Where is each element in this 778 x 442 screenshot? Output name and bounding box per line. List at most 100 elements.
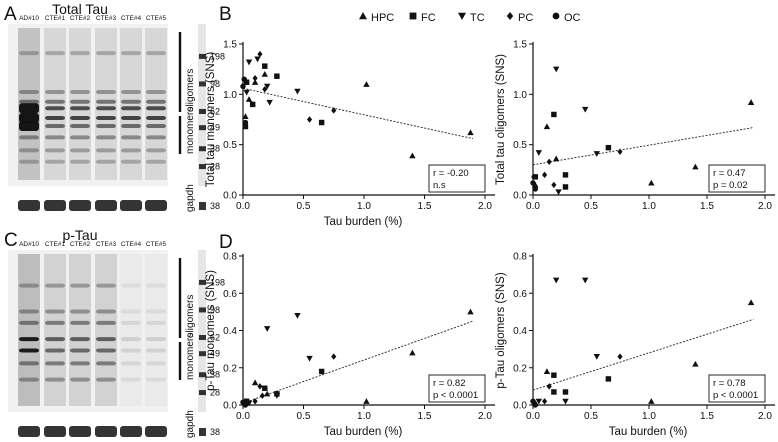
stats-p: p < 0.0001 (433, 390, 478, 401)
trend-line (242, 87, 473, 140)
data-point-square (551, 111, 557, 118)
data-point-triangle-up (543, 368, 551, 375)
panel-c-letter: C (4, 230, 18, 251)
lane-ad10 (18, 254, 40, 437)
data-point-diamond (617, 353, 623, 360)
panel-c-title: p-Tau (62, 227, 97, 243)
marker-label: 28 (210, 162, 220, 172)
y-axis-label: Total tau oligomers (SNS) (495, 54, 507, 185)
x-tick-label: 0.5 (297, 201, 311, 212)
y-tick-label: 1.5 (513, 40, 527, 51)
y-tick-label: 0.5 (223, 140, 237, 151)
data-point-square (551, 389, 557, 395)
x-tick-label: 1.0 (642, 411, 656, 422)
legend-marker-hpc (359, 12, 367, 20)
legend-label-hpc: HPC (371, 12, 394, 24)
marker-label: 49 (210, 349, 220, 359)
gapdh-band (145, 426, 167, 437)
data-point-triangle-up (692, 163, 699, 170)
data-point-triangle-down (593, 354, 600, 360)
y-tick-label: 0.6 (223, 289, 237, 300)
x-tick-label: 0.5 (584, 201, 598, 212)
x-tick-label: 0.5 (584, 411, 598, 422)
y-axis-label: Total tau monomers (SNS) (205, 52, 217, 188)
ladder-band (199, 279, 206, 285)
data-point-circle (240, 399, 246, 405)
marker-label: 98 (210, 79, 220, 89)
data-point-circle (532, 186, 539, 192)
stats-r: r = 0.47 (713, 168, 745, 179)
ladder-band (199, 81, 206, 87)
chart-p-tau-monomers: 0.0 0.5 1.0 1.5 2.0 0.0 0.2 0.4 0.6 0.8 Tau burden… (205, 252, 495, 438)
x-tick-label: 0.0 (236, 201, 250, 212)
y-tick-label: 0.4 (223, 326, 237, 337)
x-tick-label: 1.0 (357, 201, 371, 212)
panel-d-letter: D (219, 232, 233, 253)
data-point-square (562, 389, 569, 395)
y-tick-label: 1.0 (223, 90, 237, 101)
x-tick-label: 1.0 (642, 201, 656, 212)
marker-label: 49 (210, 123, 220, 133)
gapdh-band (69, 200, 91, 211)
data-point-triangle-down (254, 56, 261, 63)
ladder-band (199, 164, 206, 170)
data-point-diamond (546, 383, 552, 390)
lane-cte5 (145, 254, 167, 437)
data-point-triangle-up (242, 113, 249, 120)
gapdh-band (95, 200, 117, 211)
data-point-triangle-up (363, 81, 370, 87)
ladder-band (199, 146, 206, 152)
y-tick-label: 0.2 (513, 363, 527, 374)
data-point-square (318, 119, 325, 126)
marker-label: 98 (210, 305, 220, 315)
data-point-circle (530, 180, 536, 186)
data-point-diamond (617, 148, 623, 155)
ladder-band (199, 202, 206, 210)
data-point-triangle-up (264, 390, 271, 397)
data-point-triangle-up (532, 181, 539, 188)
chart-p-tau-oligomers: 0.0 0.5 1.0 1.5 2.0 0.0 0.2 0.4 0.6 0.8 Tau burden… (495, 252, 775, 438)
data-point-triangle-up (245, 96, 253, 102)
trend-line (242, 320, 474, 404)
gapdh-band (44, 200, 66, 211)
stats-r: r = 0.78 (713, 378, 745, 389)
data-point-triangle-down (535, 150, 542, 156)
data-point-diamond (331, 353, 337, 360)
data-point-square (274, 73, 280, 79)
data-point-triangle-up (467, 129, 474, 136)
lane-label: CTE#3 (96, 15, 117, 22)
monomers-label: monomers (185, 107, 196, 154)
lane-label: AD#10 (19, 15, 39, 22)
ladder-band (199, 390, 206, 396)
x-axis-label: Tau burden (%) (324, 216, 403, 228)
x-tick-label: 2.0 (758, 201, 772, 212)
marker-label: 62 (210, 106, 220, 116)
gapdh-band (120, 200, 142, 211)
ladder-band (199, 372, 206, 378)
legend-marker-fc (409, 12, 417, 20)
y-tick-label: 0.8 (223, 252, 237, 263)
legend-label-fc: FC (421, 12, 436, 24)
x-tick-label: 1.5 (418, 411, 432, 422)
lane-cte4 (120, 28, 142, 211)
y-tick-label: 0.8 (513, 252, 527, 263)
data-point-square (262, 385, 268, 391)
panel-b-letter: B (219, 4, 232, 25)
data-point-triangle-down (264, 326, 271, 332)
y-tick-label: 0.4 (513, 326, 527, 337)
data-point-triangle-up (692, 360, 699, 367)
gapdh-band (18, 426, 40, 437)
data-point-diamond (262, 86, 268, 93)
data-point-triangle-up (467, 308, 474, 315)
x-tick-label: 1.0 (357, 411, 371, 422)
lane-cte2 (69, 254, 91, 437)
blot-p-tau: AD#10 CTE#1 CTE#2 CTE#3 CTE#4 CTE#5 oligomersm… (8, 241, 225, 438)
data-point-square (249, 101, 256, 108)
lane-label: CTE#4 (121, 241, 142, 248)
lane-label: AD#10 (19, 241, 39, 248)
stats-p: p < 0.0001 (713, 390, 758, 401)
data-point-triangle-down (593, 151, 600, 157)
data-point-triangle-down (266, 99, 273, 106)
data-point-triangle-up (251, 379, 259, 386)
marker-label: 198 (210, 277, 225, 287)
